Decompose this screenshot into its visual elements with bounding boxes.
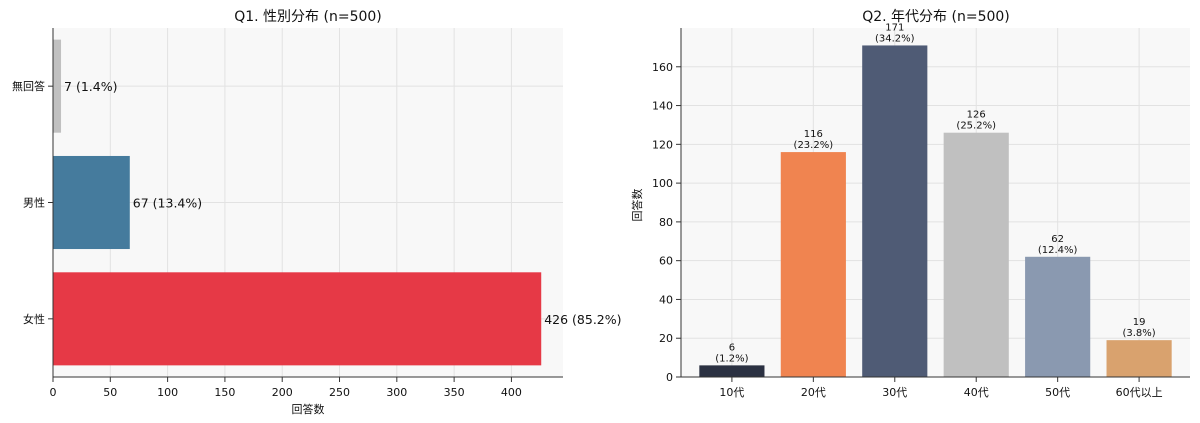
bar bbox=[53, 39, 62, 133]
category-label: 男性 bbox=[23, 196, 45, 210]
x-tick-label: 350 bbox=[444, 386, 465, 399]
plot-background bbox=[681, 28, 1190, 377]
bar-data-label: 116 (23.2%) bbox=[794, 129, 834, 151]
bar bbox=[780, 152, 846, 377]
bar-data-label: 67 (13.4%) bbox=[133, 196, 202, 211]
bar-data-label: 62 (12.4%) bbox=[1038, 234, 1078, 256]
bars bbox=[699, 45, 1172, 377]
y-tick-label: 0 bbox=[666, 371, 673, 384]
bar-data-label: 6 (1.2%) bbox=[715, 342, 748, 364]
bar-data-label: 19 (3.8%) bbox=[1122, 317, 1155, 339]
x-tick-label: 200 bbox=[272, 386, 293, 399]
category-label: 30代 bbox=[882, 386, 907, 399]
bar-data-label: 126 (25.2%) bbox=[956, 110, 996, 132]
x-tick-label: 300 bbox=[386, 386, 407, 399]
y-tick-label: 100 bbox=[652, 177, 673, 190]
y-tick-label: 80 bbox=[659, 216, 673, 229]
bar bbox=[53, 272, 542, 366]
x-axis-label: 回答数 bbox=[292, 402, 325, 416]
y-tick-label: 20 bbox=[659, 332, 673, 345]
bar bbox=[862, 45, 928, 377]
x-tick-label: 400 bbox=[501, 386, 522, 399]
category-label: 無回答 bbox=[12, 79, 45, 93]
data-labels: 426 (85.2%) 67 (13.4%) 7 (1.4%) bbox=[64, 79, 621, 327]
y-tick-labels: 0 20 40 60 80 100 120 140 160 bbox=[652, 61, 681, 384]
x-tick-label: 100 bbox=[157, 386, 178, 399]
bar bbox=[943, 132, 1009, 377]
y-tick-label: 40 bbox=[659, 293, 673, 306]
bar-data-label: 171 (34.2%) bbox=[875, 22, 915, 44]
bars bbox=[53, 39, 542, 366]
category-label: 20代 bbox=[801, 386, 826, 399]
bar bbox=[1106, 340, 1172, 377]
x-tick-label: 0 bbox=[50, 386, 57, 399]
gender-chart: 426 (85.2%) 67 (13.4%) 7 (1.4%) 0 50 100 150 2… bbox=[12, 9, 622, 416]
y-tick-label: 120 bbox=[652, 138, 673, 151]
age-chart: 6 (1.2%) 116 (23.2%) 171 (34.2%) 126 (25.2%) 62(… bbox=[630, 9, 1190, 399]
x-tick-labels: 0 50 100 150 200 250 300 350 400 bbox=[50, 377, 522, 399]
x-tick-labels: 10代 20代 30代 40代 50代 60代以上 bbox=[719, 377, 1163, 399]
y-axis-label: 回答数 bbox=[630, 189, 644, 222]
x-tick-label: 50 bbox=[103, 386, 117, 399]
y-tick-label: 160 bbox=[652, 61, 673, 74]
y-tick-label: 140 bbox=[652, 100, 673, 113]
category-label: 50代 bbox=[1045, 386, 1070, 399]
bar-data-label: 7 (1.4%) bbox=[64, 79, 117, 94]
chart-title: Q2. 年代分布 (n=500) bbox=[862, 9, 1010, 25]
x-tick-label: 250 bbox=[329, 386, 350, 399]
y-tick-label: 60 bbox=[659, 255, 673, 268]
category-label: 60代以上 bbox=[1116, 386, 1163, 399]
category-label: 10代 bbox=[719, 386, 744, 399]
x-tick-label: 150 bbox=[214, 386, 235, 399]
category-label: 40代 bbox=[964, 386, 989, 399]
bar bbox=[53, 155, 130, 250]
bar bbox=[699, 365, 765, 377]
bar-data-label: 426 (85.2%) bbox=[544, 312, 621, 327]
data-labels: 6 (1.2%) 116 (23.2%) 171 (34.2%) 126 (25.2%) 62(… bbox=[715, 22, 1156, 364]
category-label: 女性 bbox=[23, 312, 45, 326]
y-tick-labels: 女性 男性 無回答 bbox=[12, 79, 53, 326]
bar bbox=[1025, 256, 1091, 377]
chart-title: Q1. 性別分布 (n=500) bbox=[234, 9, 382, 25]
